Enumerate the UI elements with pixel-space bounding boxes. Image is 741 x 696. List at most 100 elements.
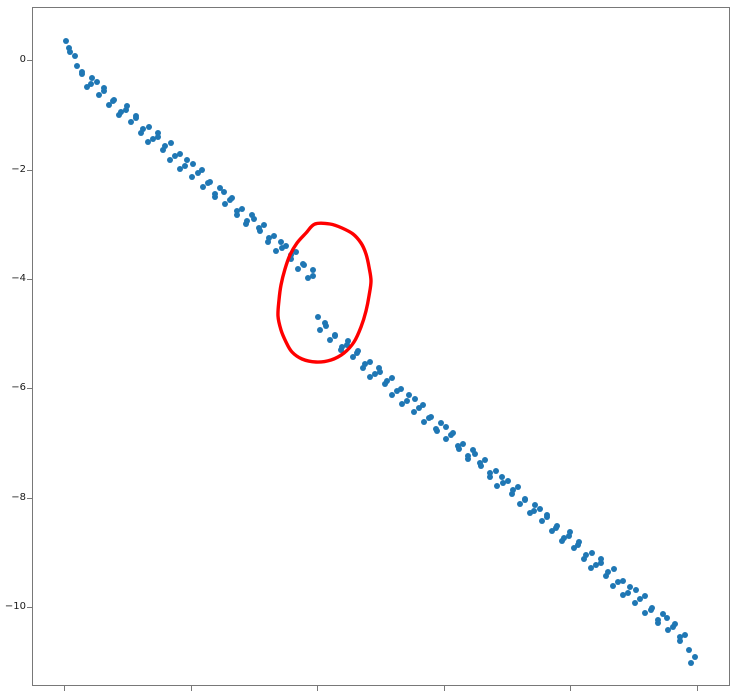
data-point (88, 81, 95, 88)
data-point (150, 136, 157, 143)
data-point (73, 62, 80, 69)
data-point (588, 565, 595, 572)
data-point (593, 562, 600, 569)
data-point (486, 473, 493, 480)
data-point (271, 233, 278, 240)
data-point (123, 102, 130, 109)
x-axis-tick (443, 686, 445, 691)
data-point (415, 404, 422, 411)
data-point (315, 314, 322, 321)
data-point (123, 106, 129, 113)
data-point (516, 501, 523, 508)
data-point (393, 388, 400, 395)
data-point (664, 627, 671, 634)
data-point (588, 550, 595, 557)
data-point (499, 474, 506, 481)
data-point (536, 505, 543, 512)
data-point (477, 459, 484, 466)
data-point (427, 413, 434, 420)
data-point (691, 653, 698, 660)
data-point (354, 347, 361, 354)
data-point (405, 392, 412, 399)
data-point (663, 614, 670, 621)
plot-area (32, 7, 730, 686)
data-point (66, 49, 73, 56)
data-point (538, 518, 545, 525)
data-point (366, 373, 373, 380)
data-point (83, 84, 90, 91)
data-point (309, 272, 316, 279)
data-point (248, 212, 255, 219)
y-tick-label: −8 (11, 491, 26, 503)
data-point (526, 510, 533, 517)
data-point (610, 583, 617, 590)
data-point (570, 545, 577, 552)
data-point (508, 490, 515, 497)
data-point (359, 364, 366, 371)
data-point (190, 161, 197, 168)
data-point (265, 238, 272, 245)
data-point (500, 480, 507, 487)
y-axis-tick (27, 169, 32, 171)
data-point (317, 326, 324, 333)
data-point (381, 381, 388, 388)
data-point (504, 478, 511, 485)
y-tick-label: −6 (11, 382, 26, 394)
data-point (93, 79, 100, 86)
data-point (189, 173, 196, 180)
data-point (88, 75, 95, 82)
data-point (531, 507, 538, 514)
data-point (403, 398, 410, 405)
data-point (677, 637, 684, 644)
data-point (266, 235, 272, 242)
data-point (176, 151, 183, 158)
data-point (605, 568, 612, 575)
data-point (145, 138, 152, 145)
data-point (421, 419, 428, 426)
data-point (145, 124, 152, 131)
y-tick-label: −4 (11, 273, 26, 285)
data-point (583, 551, 589, 558)
data-point (140, 125, 147, 132)
data-point (398, 401, 405, 408)
data-point (553, 522, 560, 529)
data-point (272, 248, 279, 255)
data-point (128, 119, 135, 126)
data-point (184, 157, 191, 164)
data-point (371, 371, 378, 378)
data-point (482, 456, 489, 463)
y-axis-tick (27, 60, 32, 62)
data-point (310, 266, 317, 273)
data-point (438, 419, 445, 426)
data-point (460, 441, 467, 448)
data-point (455, 446, 462, 453)
data-point (472, 450, 479, 457)
data-point (221, 201, 228, 208)
data-point (632, 600, 639, 607)
data-point (160, 146, 167, 153)
data-point (138, 129, 145, 136)
data-point (283, 243, 290, 250)
data-point (654, 616, 661, 623)
data-point (492, 468, 499, 475)
data-point (514, 484, 521, 491)
data-point (627, 583, 634, 590)
data-point (420, 402, 427, 409)
x-axis-tick (570, 686, 572, 691)
y-axis-tick (27, 497, 32, 499)
data-point (194, 170, 201, 176)
data-point (293, 249, 300, 256)
data-point (133, 112, 140, 119)
data-point (388, 391, 395, 398)
data-point (398, 386, 405, 393)
data-point (233, 207, 240, 214)
data-point (154, 130, 161, 137)
data-point (642, 610, 649, 617)
data-point (389, 374, 396, 381)
data-point (494, 483, 501, 490)
data-point (548, 528, 555, 535)
data-point (560, 535, 567, 542)
data-point (376, 365, 383, 372)
data-point (509, 486, 516, 493)
